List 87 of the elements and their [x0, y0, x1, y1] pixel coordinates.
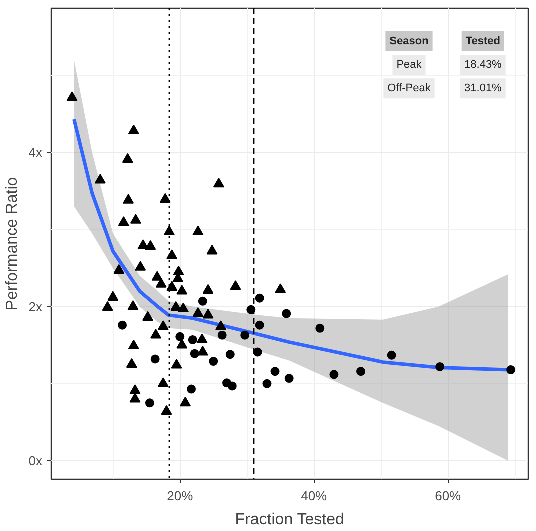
point [176, 285, 188, 295]
point [226, 350, 235, 360]
annotation: Season [390, 35, 430, 48]
point [122, 153, 134, 163]
point [114, 264, 125, 274]
point [202, 284, 214, 294]
point [330, 370, 339, 380]
point [213, 178, 224, 188]
y-tick-label: 2x [28, 299, 43, 314]
point [192, 307, 204, 318]
point [178, 302, 189, 313]
point [202, 309, 214, 319]
point [171, 359, 182, 369]
point [198, 296, 208, 306]
point [150, 354, 160, 364]
point [156, 278, 167, 288]
point [145, 240, 156, 250]
x-tick-label: 60% [435, 488, 462, 504]
point [190, 349, 200, 358]
point [230, 280, 242, 290]
point [436, 362, 445, 372]
point [161, 405, 172, 416]
point [166, 281, 178, 291]
point [275, 284, 286, 294]
point [128, 340, 140, 350]
annotation: 18.43% [464, 59, 502, 72]
y-tick-label: 0x [28, 454, 43, 468]
point [316, 324, 325, 333]
point [130, 214, 142, 224]
point [197, 346, 208, 356]
point [145, 398, 154, 408]
point [118, 320, 128, 330]
point [118, 216, 130, 226]
point [170, 301, 182, 311]
point [176, 332, 185, 342]
point [356, 367, 366, 376]
x-tick-label: 40% [301, 488, 328, 504]
point [142, 311, 154, 322]
point [506, 366, 516, 375]
point [218, 330, 227, 340]
point [196, 334, 208, 344]
point [206, 245, 218, 255]
point [262, 379, 272, 388]
point [160, 193, 171, 204]
point [135, 261, 146, 271]
point [94, 174, 106, 184]
point [126, 358, 138, 368]
annotation: Peak [396, 59, 422, 72]
point [166, 250, 178, 260]
point [128, 124, 140, 134]
point [138, 240, 149, 250]
point [255, 320, 264, 330]
point [180, 396, 191, 407]
y-axis-title: Performance Ratio [4, 177, 21, 311]
x-tick-label: 20% [167, 488, 194, 504]
point [158, 320, 169, 330]
x-axis-title: Fraction Tested [235, 512, 344, 528]
point [209, 357, 218, 366]
point [176, 339, 188, 349]
y-tick-label: 4x [28, 145, 43, 160]
point [102, 301, 114, 311]
point [152, 271, 163, 281]
point [228, 382, 237, 391]
point [187, 384, 196, 394]
point [66, 92, 78, 102]
point [387, 350, 396, 360]
point [164, 226, 175, 236]
point [128, 300, 139, 310]
point [253, 348, 262, 357]
point [130, 384, 141, 394]
annotation: 31.01% [464, 82, 502, 95]
point [255, 294, 264, 303]
point [188, 335, 198, 344]
point [284, 374, 294, 384]
point [192, 226, 204, 236]
point [240, 330, 250, 340]
annotation: Tested [466, 35, 501, 48]
point [270, 367, 280, 376]
point [215, 320, 226, 330]
point [123, 194, 134, 204]
point [282, 309, 292, 318]
point [130, 393, 141, 403]
point [108, 291, 119, 301]
annotation: Off-Peak [388, 82, 432, 95]
point [158, 378, 169, 388]
point [150, 329, 162, 339]
point [173, 266, 184, 276]
